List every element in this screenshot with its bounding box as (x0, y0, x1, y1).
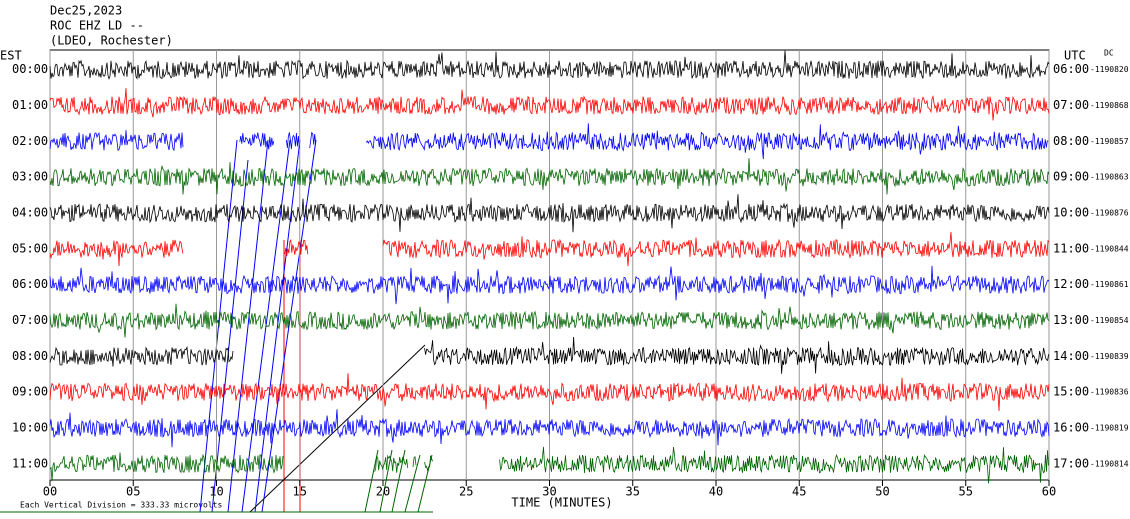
x-tick-label: 30 (542, 485, 556, 499)
trace-segment (374, 454, 409, 473)
x-tick-label: 15 (293, 485, 307, 499)
trace-segment (49, 303, 1050, 338)
x-tick-label: 50 (875, 485, 889, 499)
footnote: Each Vertical Division = 333.33 microvol… (20, 501, 222, 510)
right-axis-label: UTC (1064, 49, 1086, 63)
trace-segment (286, 132, 300, 149)
row-dc: -1190814 (1090, 459, 1129, 468)
x-tick-label: 00 (43, 485, 57, 499)
row-dc: -1190836 (1090, 388, 1129, 397)
row-label-left: 00:00 (12, 62, 48, 76)
row-dc: -1190868 (1090, 101, 1129, 110)
row-label-right: 10:00 (1053, 206, 1089, 220)
row-label-left: 01:00 (12, 98, 48, 112)
row-dc: -1190854 (1090, 316, 1129, 325)
row-label-left: 08:00 (12, 349, 48, 363)
row-label-right: 09:00 (1053, 170, 1089, 184)
row-label-left: 07:00 (12, 313, 48, 327)
row-label-right: 13:00 (1053, 313, 1089, 327)
trace-segment (49, 265, 1050, 305)
x-tick-label: 20 (376, 485, 390, 499)
title-line: ROC EHZ LD -- (50, 19, 144, 33)
row-label-right: 06:00 (1053, 62, 1089, 76)
trace-segment (412, 455, 417, 468)
row-label-left: 06:00 (12, 277, 48, 291)
row-dc: -1190839 (1090, 352, 1129, 361)
trace-segment (49, 239, 184, 267)
row-label-left: 10:00 (12, 421, 48, 435)
trace-segment (49, 194, 1050, 233)
title-line: Dec25,2023 (50, 4, 122, 18)
row-label-right: 17:00 (1053, 456, 1089, 470)
row-label-right: 07:00 (1053, 98, 1089, 112)
x-tick-label: 25 (459, 485, 473, 499)
x-axis-label: TIME (MINUTES) (511, 496, 612, 510)
row-dc: -1190863 (1090, 173, 1129, 182)
row-dc: -1190820 (1090, 65, 1129, 74)
trace-segment (309, 131, 317, 149)
row-dc: -1190861 (1090, 280, 1129, 289)
x-tick-label: 05 (126, 485, 140, 499)
row-label-right: 08:00 (1053, 134, 1089, 148)
trace-segment (49, 452, 284, 482)
dc-label: DC (1104, 49, 1114, 58)
row-dc: -1190819 (1090, 424, 1129, 433)
row-label-left: 04:00 (12, 206, 48, 220)
row-label-left: 05:00 (12, 241, 48, 255)
x-tick-label: 60 (1042, 485, 1056, 499)
trace-segment (49, 409, 1050, 448)
trace-segment (49, 373, 1050, 412)
row-label-left: 09:00 (12, 385, 48, 399)
x-tick-label: 10 (209, 485, 223, 499)
x-tick-label: 45 (792, 485, 806, 499)
trace-segment (499, 446, 1049, 484)
trace-segment (49, 345, 234, 367)
left-axis-label: EST (0, 49, 22, 63)
row-label-right: 16:00 (1053, 421, 1089, 435)
row-label-right: 11:00 (1053, 241, 1089, 255)
row-label-right: 15:00 (1053, 385, 1089, 399)
trace-segment (49, 88, 1050, 121)
x-tick-label: 35 (626, 485, 640, 499)
row-label-right: 12:00 (1053, 277, 1089, 291)
x-tick-label: 55 (959, 485, 973, 499)
trace-segment (49, 158, 1050, 195)
trace-segment (424, 336, 1049, 374)
trace-segment (365, 123, 1049, 160)
trace-segment (382, 231, 1050, 267)
row-dc: -1190857 (1090, 137, 1129, 146)
trace-segment (49, 50, 1050, 80)
trace-segment (424, 455, 433, 473)
row-dc: -1190876 (1090, 209, 1129, 218)
trace-segment (239, 132, 275, 150)
row-label-left: 11:00 (12, 456, 48, 470)
x-tick-label: 40 (709, 485, 723, 499)
title-line: (LDEO, Rochester) (50, 34, 173, 48)
trace-segment (49, 130, 184, 152)
row-label-right: 14:00 (1053, 349, 1089, 363)
row-label-left: 02:00 (12, 134, 48, 148)
row-dc: -1190844 (1090, 244, 1129, 253)
row-label-left: 03:00 (12, 170, 48, 184)
trace-segment (284, 238, 309, 257)
